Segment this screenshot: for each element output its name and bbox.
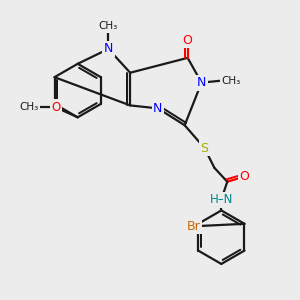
Text: CH₃: CH₃ xyxy=(20,102,39,112)
Text: O: O xyxy=(239,170,249,183)
Text: N: N xyxy=(153,102,163,115)
Text: N: N xyxy=(104,42,113,56)
Text: N: N xyxy=(197,76,206,89)
Text: Br: Br xyxy=(187,220,200,233)
Text: O: O xyxy=(51,101,61,114)
Text: S: S xyxy=(200,142,208,154)
Text: O: O xyxy=(183,34,193,46)
Text: CH₃: CH₃ xyxy=(222,76,241,85)
Text: H–N: H–N xyxy=(210,193,233,206)
Text: CH₃: CH₃ xyxy=(99,21,118,31)
